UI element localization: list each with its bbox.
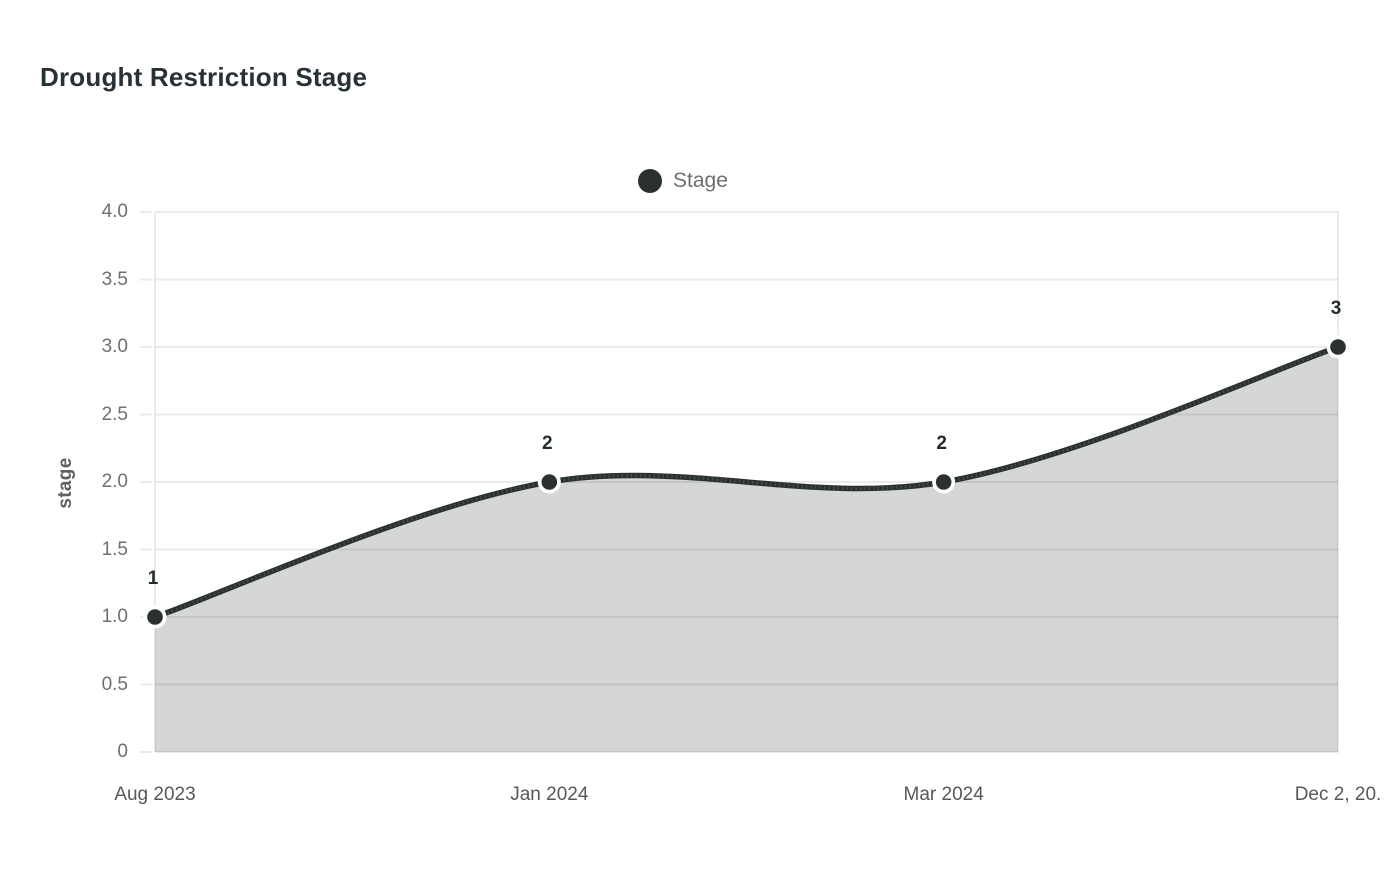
x-tick-label: Mar 2024 bbox=[903, 784, 984, 805]
y-tick-label: 4.0 bbox=[101, 201, 128, 222]
point-value-label: 2 bbox=[936, 433, 947, 454]
point-value-label: 2 bbox=[542, 433, 553, 454]
y-tick-label: 3.0 bbox=[101, 336, 128, 357]
y-tick-label: 1.0 bbox=[101, 606, 128, 627]
data-point[interactable] bbox=[147, 609, 163, 625]
chart-title: Drought Restriction Stage bbox=[40, 62, 368, 92]
data-point[interactable] bbox=[541, 474, 558, 490]
y-tick-label: 3.5 bbox=[101, 268, 128, 290]
x-tick-label: Dec 2, 20. bbox=[1294, 784, 1382, 805]
y-tick-label: 0.5 bbox=[101, 673, 128, 695]
series-line bbox=[152, 344, 1341, 620]
y-tick-label: 2.0 bbox=[101, 471, 128, 492]
legend[interactable]: Stage bbox=[638, 168, 728, 194]
point-value-label: 3 bbox=[1330, 298, 1342, 319]
y-tick-label: 1.5 bbox=[101, 538, 128, 560]
data-point[interactable] bbox=[1330, 339, 1346, 355]
series-line-texture bbox=[154, 345, 1339, 619]
legend-label: Stage bbox=[673, 169, 728, 192]
y-tick-label: 0 bbox=[117, 741, 128, 762]
x-tick-label: Aug 2023 bbox=[114, 784, 196, 805]
data-point[interactable] bbox=[935, 474, 952, 490]
point-value-label: 1 bbox=[147, 568, 159, 589]
x-tick-label: Jan 2024 bbox=[510, 784, 589, 805]
legend-marker-icon bbox=[638, 169, 662, 193]
series-area bbox=[155, 347, 1338, 752]
y-tick-label: 2.5 bbox=[101, 403, 128, 425]
